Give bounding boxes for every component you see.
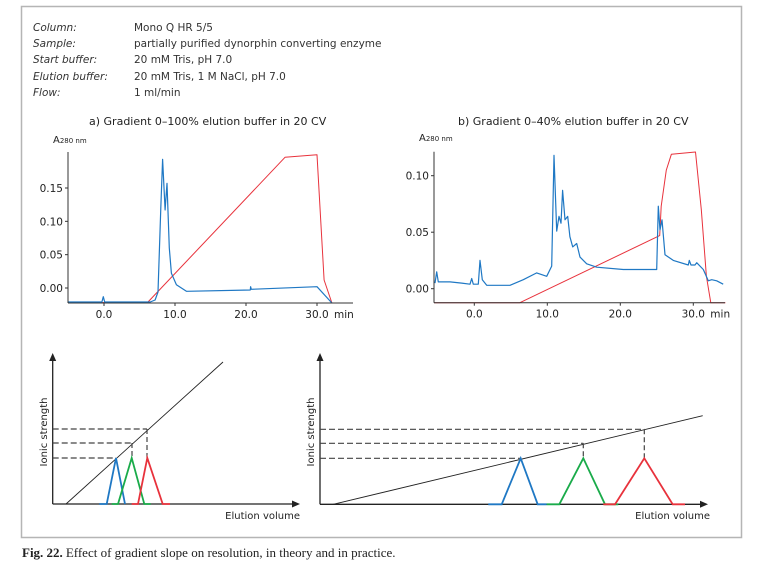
- info-value-flow: 1 ml/min: [134, 87, 181, 99]
- chart-a-series-absorbance: [68, 158, 333, 304]
- info-label-column: Column:: [33, 22, 77, 34]
- chart-a-y-tick-label: 0.10: [40, 216, 63, 228]
- info-block: Column: Mono Q HR 5/5 Sample: partially …: [33, 22, 381, 99]
- diagram-right-peak-blue: [488, 455, 547, 506]
- info-value-column: Mono Q HR 5/5: [134, 22, 213, 34]
- theory-diagram-steep: Ionic strength Elution volume: [39, 353, 300, 522]
- chart-a-ylabel-main: A: [53, 135, 60, 146]
- chart-a-ylabel: A280 nm: [53, 135, 87, 146]
- diagram-left-y-arrow: [49, 353, 57, 361]
- diagram-left-peak-red: [131, 454, 170, 505]
- caption-number: Fig. 22.: [22, 545, 63, 560]
- chart-b-series-gradient: [434, 151, 726, 304]
- chart-b-y-tick-label: 0.00: [406, 284, 429, 296]
- info-label-flow: Flow:: [33, 87, 61, 99]
- diagram-left-peak-green: [111, 454, 151, 505]
- diagram-left-peak-blue: [99, 457, 126, 505]
- diagram-left-xlabel: Elution volume: [225, 511, 300, 522]
- diagram-right-ylabel: Ionic strength: [306, 398, 317, 467]
- diagram-left-gradient-line: [65, 361, 224, 505]
- chart-a-x-tick-label: 20.0: [234, 309, 257, 321]
- chromatogram-b: b) Gradient 0–40% elution buffer in 20 C…: [406, 115, 731, 321]
- diagram-right-y-arrow: [316, 353, 324, 361]
- figure-caption: Fig. 22. Effect of gradient slope on reso…: [22, 545, 396, 560]
- chart-a-y-tick-label: 0.00: [40, 283, 63, 295]
- chart-b-y-tick-label: 0.10: [406, 171, 429, 183]
- chart-a-y-tick-label: 0.05: [40, 250, 63, 262]
- chart-b-x-unit: min: [710, 309, 730, 321]
- diagram-right-peak-green: [546, 456, 619, 506]
- chart-b-x-tick-label: 20.0: [609, 309, 632, 321]
- chart-b-ylabel: A280 nm: [419, 133, 453, 144]
- diagram-right-x-arrow: [700, 500, 708, 508]
- theory-diagram-shallow: Ionic strength Elution volume: [306, 353, 710, 522]
- info-value-elution-buffer: 20 mM Tris, 1 M NaCl, pH 7.0: [134, 71, 286, 83]
- chart-b-title: b) Gradient 0–40% elution buffer in 20 C…: [458, 115, 689, 128]
- caption-text: Effect of gradient slope on resolution, …: [66, 545, 396, 560]
- info-value-sample: partially purified dynorphin converting …: [134, 38, 381, 50]
- info-label-sample: Sample:: [33, 38, 76, 50]
- chromatogram-a: a) Gradient 0–100% elution buffer in 20 …: [40, 115, 354, 321]
- chart-b-y-tick-label: 0.05: [406, 227, 429, 239]
- chart-b-x-tick-label: 30.0: [682, 309, 705, 321]
- chart-a-x-tick-label: 0.0: [96, 309, 113, 321]
- diagram-right-peak-red: [603, 456, 685, 506]
- chart-a-y-tick-label: 0.15: [40, 183, 63, 195]
- diagram-left-x-arrow: [292, 500, 300, 508]
- figure-frame: [20, 5, 743, 539]
- chart-b-ylabel-main: A: [419, 133, 426, 144]
- chart-b-x-tick-label: 0.0: [466, 309, 483, 321]
- chart-a-x-tick-label: 30.0: [305, 309, 328, 321]
- chart-b-series-absorbance: [434, 154, 724, 286]
- chart-a-x-unit: min: [334, 309, 354, 321]
- diagram-right-xlabel: Elution volume: [635, 511, 710, 522]
- chart-b-x-tick-label: 10.0: [536, 309, 559, 321]
- chart-a-x-tick-label: 10.0: [163, 309, 186, 321]
- diagram-right-gradient-line: [333, 415, 703, 505]
- info-label-elution-buffer: Elution buffer:: [33, 71, 108, 83]
- chart-a-title: a) Gradient 0–100% elution buffer in 20 …: [89, 115, 327, 128]
- chart-a-ylabel-sub: 280 nm: [60, 137, 87, 145]
- diagram-left-ylabel: Ionic strength: [39, 398, 50, 467]
- chart-b-ylabel-sub: 280 nm: [426, 135, 453, 143]
- chart-a-series-gradient: [67, 154, 344, 304]
- info-value-start-buffer: 20 mM Tris, pH 7.0: [134, 54, 232, 66]
- info-label-start-buffer: Start buffer:: [33, 54, 97, 66]
